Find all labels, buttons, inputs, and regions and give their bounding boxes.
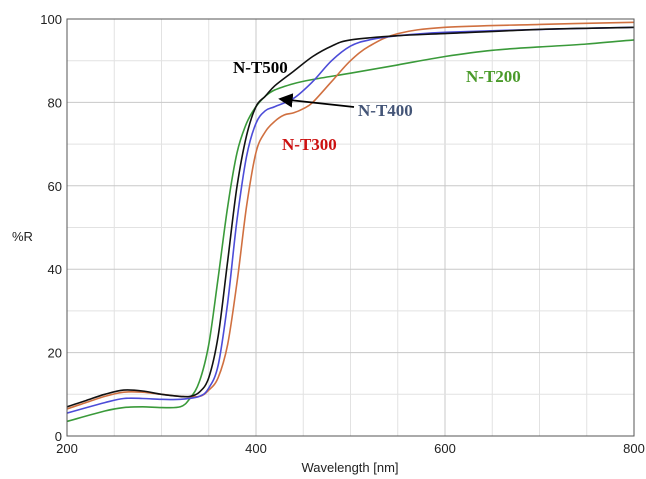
series-layer	[67, 21, 634, 423]
x-tick-label: 800	[623, 441, 645, 456]
series-line-n-t500	[67, 26, 634, 408]
grid-lines	[66, 18, 635, 437]
series-label-n-t200: N-T200	[466, 67, 521, 86]
y-tick-label: 20	[48, 346, 62, 361]
tick-labels: 200 400 600 800 0 20 40 60 80 100	[40, 12, 645, 456]
y-tick-label: 80	[48, 95, 62, 110]
series-line-n-t400	[67, 26, 634, 414]
y-tick-label: 60	[48, 179, 62, 194]
series-label-n-t500: N-T500	[233, 58, 288, 77]
y-tick-label: 100	[40, 12, 62, 27]
x-tick-label: 600	[434, 441, 456, 456]
x-axis-label: Wavelength [nm]	[301, 460, 398, 475]
x-tick-label: 400	[245, 441, 267, 456]
series-label-n-t300: N-T300	[282, 135, 337, 154]
y-tick-label: 0	[55, 429, 62, 444]
plot-area-border	[66, 18, 635, 437]
y-tick-label: 40	[48, 262, 62, 277]
series-line-n-t200	[67, 39, 634, 423]
x-tick-label: 200	[56, 441, 78, 456]
y-axis-label: %R	[12, 229, 33, 244]
series-label-n-t400: N-T400	[358, 101, 413, 120]
series-labels: N-T500 N-T400 N-T300 N-T200	[233, 58, 521, 154]
annotation-arrow	[278, 93, 355, 108]
